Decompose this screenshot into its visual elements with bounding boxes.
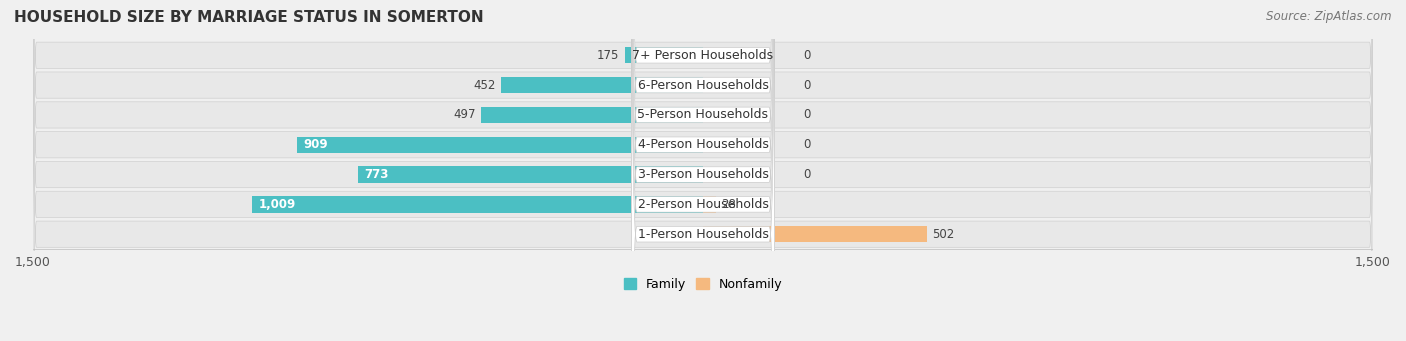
- Text: 0: 0: [803, 49, 811, 62]
- Text: 28: 28: [721, 198, 735, 211]
- FancyBboxPatch shape: [32, 9, 1374, 341]
- Text: HOUSEHOLD SIZE BY MARRIAGE STATUS IN SOMERTON: HOUSEHOLD SIZE BY MARRIAGE STATUS IN SOM…: [14, 10, 484, 25]
- Text: 175: 175: [598, 49, 620, 62]
- Text: 2-Person Households: 2-Person Households: [637, 198, 769, 211]
- Bar: [481, 107, 703, 123]
- Bar: [703, 226, 927, 242]
- FancyBboxPatch shape: [32, 0, 1374, 311]
- Text: 6-Person Households: 6-Person Households: [637, 78, 769, 92]
- FancyBboxPatch shape: [631, 0, 775, 341]
- FancyBboxPatch shape: [631, 0, 775, 341]
- Text: 4-Person Households: 4-Person Households: [637, 138, 769, 151]
- FancyBboxPatch shape: [631, 0, 775, 341]
- FancyBboxPatch shape: [32, 0, 1374, 341]
- Text: Source: ZipAtlas.com: Source: ZipAtlas.com: [1267, 10, 1392, 23]
- Text: 5-Person Households: 5-Person Households: [637, 108, 769, 121]
- Text: 0: 0: [803, 78, 811, 92]
- Text: 773: 773: [364, 168, 389, 181]
- Bar: [501, 77, 703, 93]
- Bar: [252, 196, 703, 212]
- Text: 1-Person Households: 1-Person Households: [637, 228, 769, 241]
- Text: 0: 0: [803, 168, 811, 181]
- FancyBboxPatch shape: [631, 0, 775, 341]
- Bar: [703, 196, 716, 212]
- Bar: [357, 166, 703, 183]
- Text: 7+ Person Households: 7+ Person Households: [633, 49, 773, 62]
- FancyBboxPatch shape: [32, 0, 1374, 341]
- FancyBboxPatch shape: [32, 0, 1374, 341]
- Text: 0: 0: [803, 138, 811, 151]
- Text: 909: 909: [304, 138, 328, 151]
- FancyBboxPatch shape: [631, 0, 775, 341]
- Bar: [297, 136, 703, 153]
- Bar: [624, 47, 703, 63]
- Text: 497: 497: [453, 108, 475, 121]
- FancyBboxPatch shape: [631, 0, 775, 341]
- Text: 1,009: 1,009: [259, 198, 297, 211]
- Text: 452: 452: [474, 78, 496, 92]
- FancyBboxPatch shape: [631, 0, 775, 341]
- FancyBboxPatch shape: [32, 0, 1374, 281]
- FancyBboxPatch shape: [32, 0, 1374, 340]
- Text: 502: 502: [932, 228, 955, 241]
- Legend: Family, Nonfamily: Family, Nonfamily: [624, 278, 782, 291]
- Text: 0: 0: [803, 108, 811, 121]
- Text: 3-Person Households: 3-Person Households: [637, 168, 769, 181]
